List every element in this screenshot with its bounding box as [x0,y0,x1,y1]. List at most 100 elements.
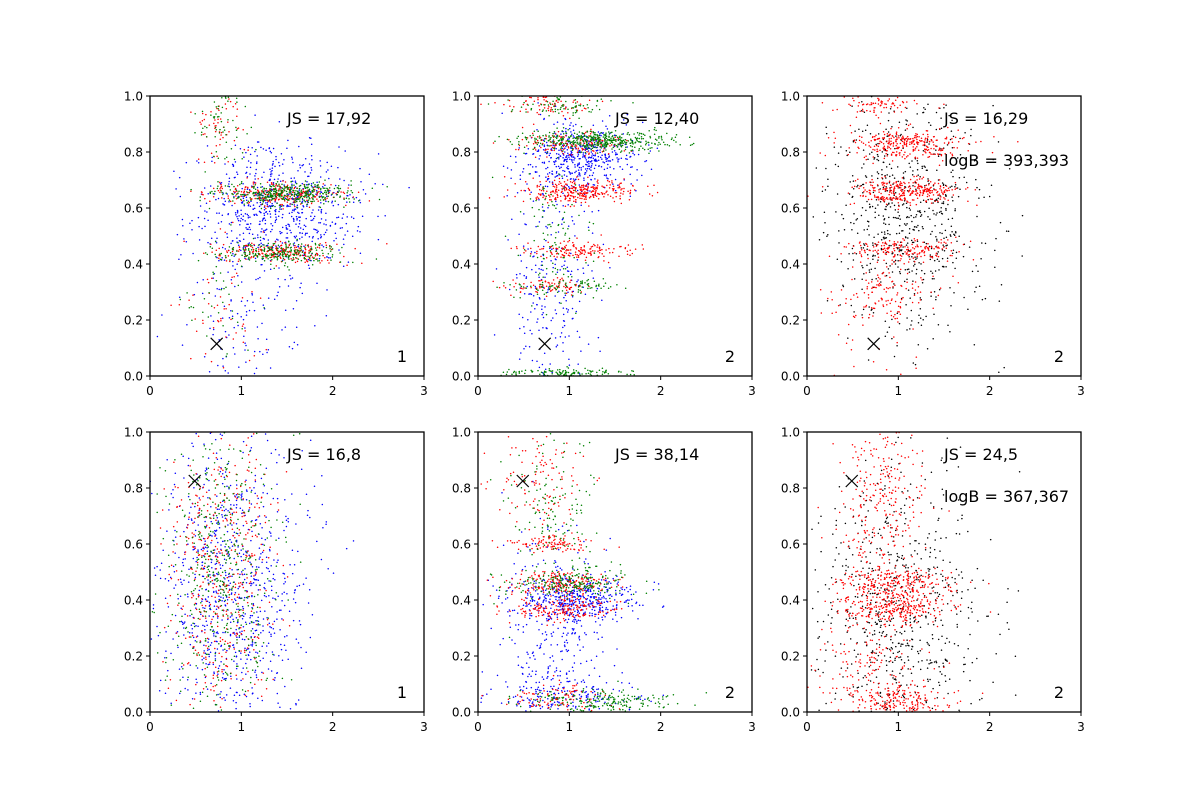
data-point [571,181,574,184]
data-point [642,248,645,250]
data-point [635,138,638,141]
data-point [247,204,250,206]
data-point [260,190,263,192]
data-point [861,278,863,280]
data-point [579,157,581,160]
data-point [597,141,600,143]
data-point [221,97,223,99]
data-point [304,246,306,249]
data-point [503,282,505,284]
data-point [604,136,607,139]
data-point [312,235,314,238]
data-point [922,150,925,152]
data-point [256,189,259,191]
data-point [275,190,277,192]
data-point [228,180,230,183]
data-point [368,200,371,202]
data-point [262,304,265,306]
data-point [217,181,219,183]
data-point [585,195,587,197]
data-point [294,192,296,194]
data-point [329,248,331,250]
data-point [206,211,208,213]
data-point [589,287,591,289]
data-point [570,141,573,143]
data-point [597,138,600,140]
data-point [959,154,962,156]
data-point [562,350,564,353]
data-point [855,253,858,255]
data-point [220,131,223,134]
data-point [602,371,604,373]
data-point [344,150,346,152]
data-point [562,313,565,316]
data-point [527,248,529,250]
data-point [542,189,545,192]
data-point [196,281,199,284]
data-point [551,373,553,375]
data-point [530,107,533,110]
data-point [978,285,981,287]
data-point [268,147,270,150]
data-point [587,241,589,244]
data-point [935,198,938,201]
data-point [266,195,269,197]
data-point [884,335,887,338]
data-point [571,158,573,161]
data-point [592,222,595,225]
data-point [556,96,558,99]
data-point [619,182,621,185]
data-point [287,205,290,207]
data-point [605,249,607,251]
data-point [271,196,273,198]
data-point [300,246,303,248]
data-point [561,175,563,177]
data-point [529,255,532,257]
data-point [566,365,568,368]
data-point [546,166,549,169]
data-point [572,125,575,127]
data-point [528,293,530,295]
data-point [307,189,310,192]
data-point [263,250,266,252]
data-point [194,132,196,134]
data-point [323,191,326,194]
series-black [812,96,1024,374]
data-point [508,138,510,141]
data-point [175,188,177,190]
data-point [263,188,266,190]
data-point [240,182,243,185]
data-point [235,213,237,216]
data-point [289,186,292,189]
data-point [253,187,255,189]
data-point [356,230,359,232]
data-point [252,237,255,240]
data-point [905,236,907,239]
data-point [629,144,632,147]
data-point [269,168,271,170]
data-point [527,187,530,190]
data-point [872,242,874,244]
data-point [917,322,920,324]
data-point [179,195,182,198]
data-point [210,237,213,240]
data-point [560,182,562,184]
data-point [209,246,212,248]
data-point [270,182,273,184]
data-point [607,160,609,162]
data-point [536,293,539,295]
data-point [218,288,220,291]
data-point [568,187,571,190]
data-point [285,228,288,230]
data-point [907,289,910,291]
data-point [250,126,253,129]
data-point [617,139,620,142]
data-point [579,150,581,152]
data-point [568,288,571,291]
data-point [558,158,560,160]
data-point [923,165,925,167]
data-point [219,255,221,257]
data-point [908,255,910,258]
data-point [517,254,520,257]
data-point [576,237,578,239]
